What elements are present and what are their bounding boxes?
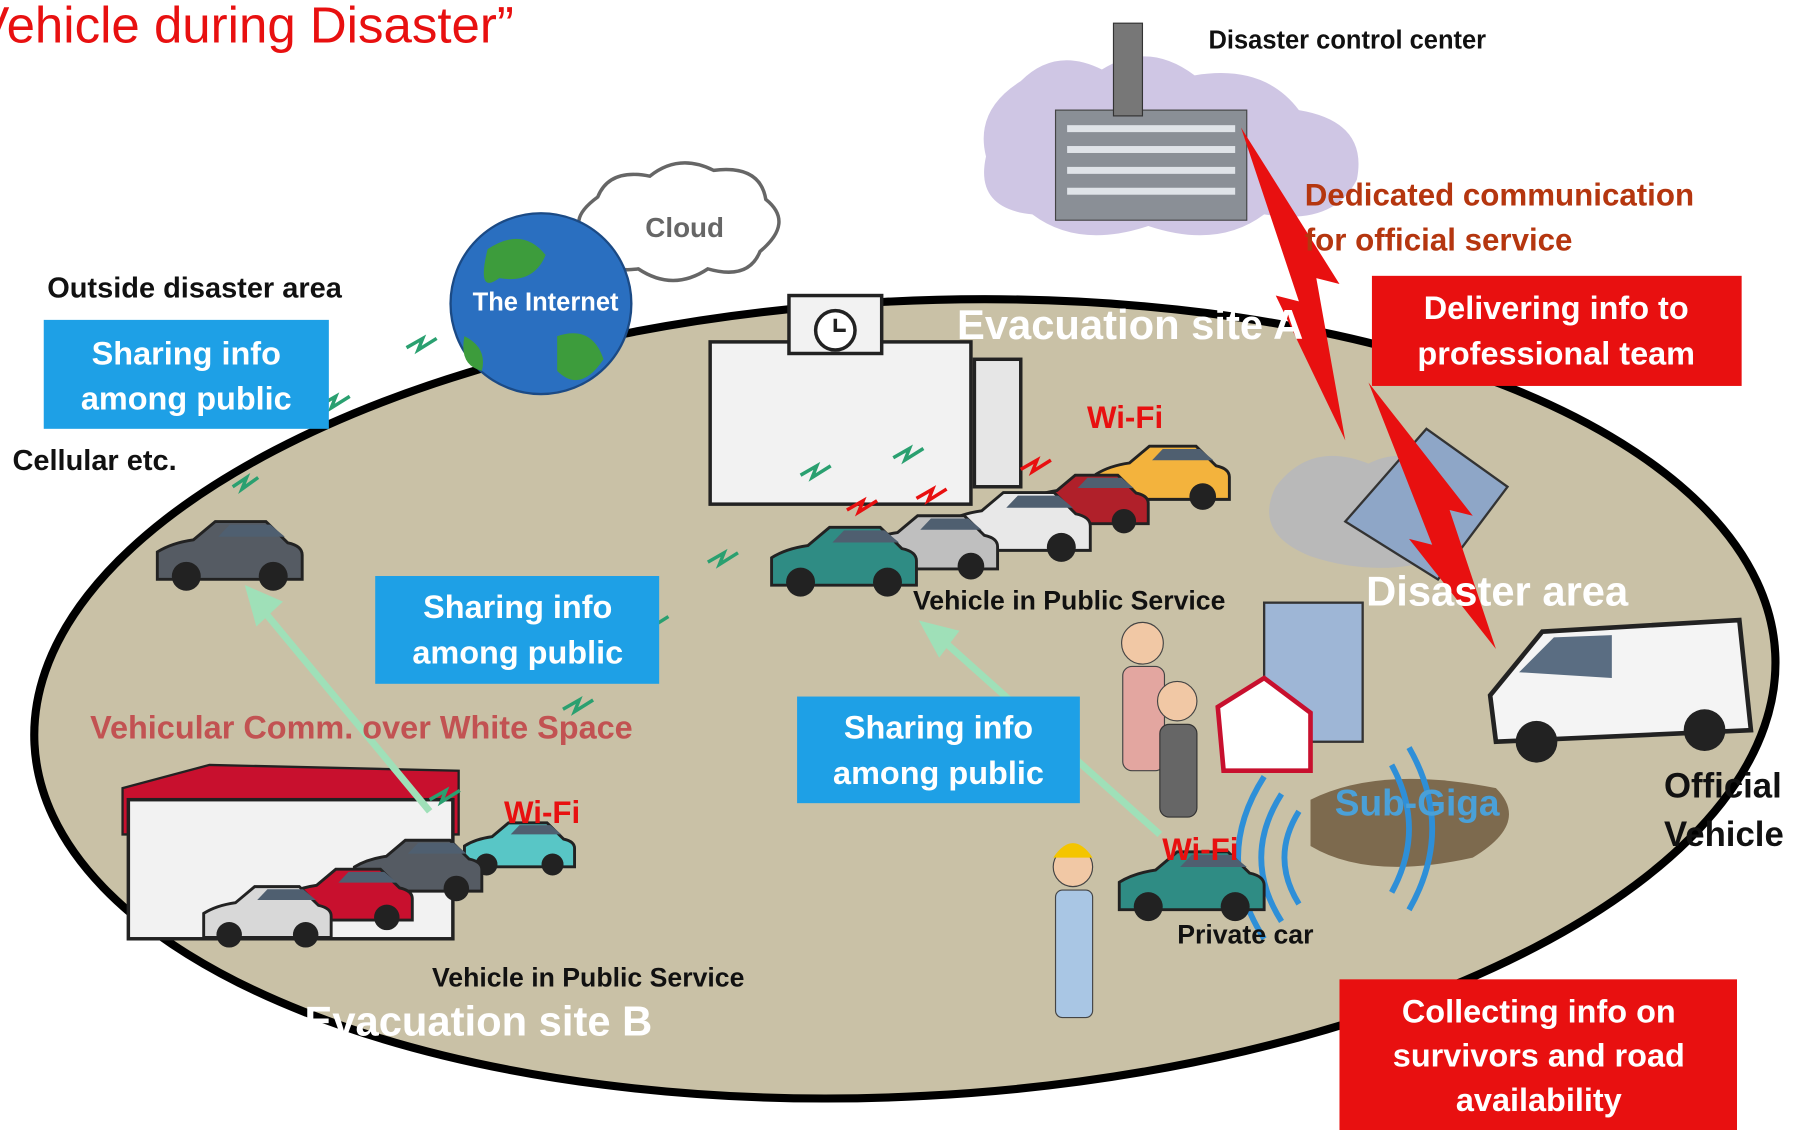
car-wheel: [443, 875, 470, 902]
globe-land: [463, 238, 604, 381]
label: Evacuation site A: [957, 301, 1303, 348]
car-window: [338, 871, 398, 883]
sharing-box: [797, 696, 1080, 804]
car-wheel: [1220, 892, 1250, 922]
label: Disaster control center: [1209, 26, 1487, 54]
box-text: availability: [1456, 1082, 1622, 1118]
label: Official: [1664, 767, 1782, 805]
lightning-dedicated: [1240, 127, 1346, 441]
car-window: [407, 842, 467, 854]
label: Vehicular Comm. over White Space: [90, 710, 633, 746]
car-window: [1180, 854, 1247, 868]
car: [770, 525, 918, 597]
label: Sub-Giga: [1335, 781, 1500, 823]
box-text: Sharing info: [92, 335, 281, 371]
car-window: [510, 825, 562, 835]
cars: [155, 444, 1266, 948]
label: for official service: [1305, 222, 1573, 257]
sub-giga-waves: [1235, 746, 1436, 941]
box-text: among public: [81, 381, 292, 417]
sharing-box: [43, 319, 329, 429]
car-wheel: [374, 904, 400, 931]
car: [1117, 850, 1266, 922]
car-wheel: [1133, 892, 1163, 922]
title: Vehicle during Disaster”: [0, 0, 514, 53]
car-window: [1152, 449, 1214, 461]
car-wheel: [872, 567, 902, 597]
label: Vehicle in Public Service: [432, 962, 744, 992]
box-text: among public: [412, 634, 623, 670]
car-wheel: [171, 561, 201, 591]
car-wheel: [957, 552, 985, 580]
car: [202, 885, 333, 948]
box-text: Sharing info: [423, 589, 612, 625]
car-wheel: [541, 853, 564, 876]
car-window: [257, 889, 316, 901]
car: [155, 520, 304, 591]
wifi-label: Wi-Fi: [504, 795, 580, 830]
official-van: [1487, 617, 1754, 763]
box-text: Delivering info to: [1424, 290, 1689, 326]
school-building-a: [708, 293, 1023, 506]
car-window: [920, 518, 982, 530]
wifi-label: Wi-Fi: [1162, 832, 1238, 867]
control-center-building: [983, 22, 1359, 236]
box-text: Sharing info: [844, 710, 1033, 746]
box-text: among public: [833, 755, 1044, 791]
lightning-official: [1368, 382, 1496, 650]
car-wheel: [1046, 532, 1076, 562]
car-wheel: [292, 922, 319, 948]
car: [463, 821, 577, 876]
label: Cellular etc.: [12, 445, 176, 477]
label: Outside disaster area: [47, 272, 343, 304]
car-wheel: [786, 567, 816, 597]
box-text: survivors and road: [1393, 1038, 1685, 1074]
label: Cloud: [645, 212, 724, 243]
label: Private car: [1177, 919, 1313, 949]
car-window: [1077, 477, 1134, 488]
car-wheel: [258, 561, 288, 591]
people: [1052, 621, 1198, 1019]
box-text: Collecting info on: [1402, 994, 1676, 1030]
red-box: [1339, 979, 1738, 1130]
label: Evacuation site B: [305, 998, 653, 1045]
car-wheel: [216, 922, 242, 948]
sharing-box: [375, 576, 660, 684]
car-window: [218, 524, 285, 537]
label: The Internet: [473, 288, 619, 316]
school-building-b: [121, 763, 460, 941]
car-wheel: [1189, 483, 1217, 510]
box-text: professional team: [1417, 335, 1695, 371]
car-window: [832, 530, 900, 543]
red-box: [1371, 275, 1742, 386]
car-window: [1006, 495, 1073, 508]
label: Disaster area: [1366, 568, 1629, 615]
wifi-label: Wi-Fi: [1087, 400, 1163, 435]
label: Vehicle in Public Service: [913, 586, 1225, 616]
label: Dedicated communication: [1305, 177, 1694, 212]
label: Vehicle: [1664, 816, 1784, 854]
car-wheel: [1111, 509, 1137, 534]
